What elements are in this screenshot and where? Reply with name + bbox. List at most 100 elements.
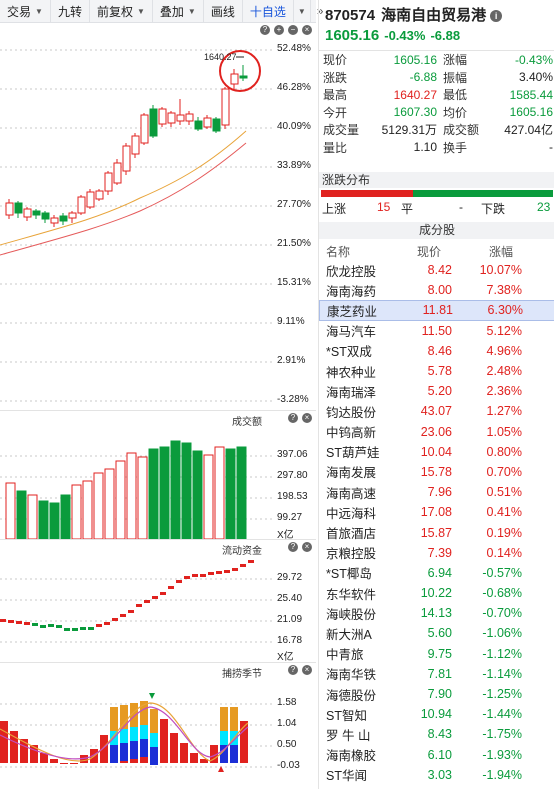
component-change: 0.19% [486, 525, 522, 540]
component-name: *ST椰岛 [326, 567, 372, 582]
settings-icon[interactable]: ? [288, 413, 298, 423]
highlight-circle [219, 50, 261, 92]
season-chart [0, 693, 272, 772]
component-row[interactable]: 海南瑞泽 5.20 2.36% [319, 381, 554, 401]
flow-mark [128, 610, 134, 613]
component-row[interactable]: 东华软件 10.22 -0.68% [319, 583, 554, 603]
candle-body [149, 108, 158, 137]
component-row[interactable]: *ST椰岛 6.94 -0.57% [319, 563, 554, 583]
candle-body [50, 217, 59, 224]
component-price: 5.78 [427, 364, 452, 379]
component-row[interactable]: 京粮控股 7.39 0.14% [319, 543, 554, 563]
close-icon[interactable]: × [302, 542, 312, 552]
component-row[interactable]: 康芝药业 11.81 6.30% [319, 300, 554, 321]
col-name[interactable]: 名称 [326, 245, 351, 259]
volume-bar [27, 494, 38, 539]
component-row[interactable]: 海峡股份 14.13 -0.70% [319, 603, 554, 623]
close-icon[interactable]: × [302, 25, 312, 35]
flow-mark [168, 586, 174, 589]
toolbar-item-0[interactable]: 交易 ▼ [0, 0, 51, 22]
y-axis-label: 21.50% [277, 238, 311, 249]
season-panel[interactable]: 捕捞季节 ? × 1.58 1.04 0.50 -0.03 [0, 663, 316, 789]
change-pct: -0.43% [384, 28, 426, 43]
season-title: 捕捞季节 [222, 669, 262, 680]
component-row[interactable]: 海南华铁 7.81 -1.14% [319, 664, 554, 684]
volume-panel[interactable]: 成交额 ? × 397.06 297.80 198.53 99.27 X亿 [0, 411, 316, 541]
component-price: 7.90 [427, 687, 452, 702]
component-row[interactable]: 新大洲A 5.60 -1.06% [319, 623, 554, 643]
col-price[interactable]: 现价 [417, 245, 442, 259]
component-row[interactable]: 中远海科 17.08 0.41% [319, 502, 554, 522]
quote-label: 最低 [443, 88, 468, 103]
col-change[interactable]: 涨幅 [489, 245, 514, 259]
add-watchlist-button[interactable]: 十自选 [243, 0, 294, 22]
kline-panel[interactable]: ? + − × 1640.27 52.48% 46.28% 40.09% 33.89%… [0, 23, 316, 411]
component-change: 0.51% [486, 485, 522, 500]
toolbar-item-1[interactable]: 九转 [51, 0, 90, 22]
quote-label: 均价 [443, 105, 468, 120]
component-row[interactable]: 钧达股份 43.07 1.27% [319, 401, 554, 421]
flow-panel[interactable]: 流动资金 ? × 29.72 25.40 21.09 16.78 X亿 [0, 540, 316, 663]
component-row[interactable]: 海马汽车 11.50 5.12% [319, 321, 554, 341]
component-row[interactable]: ST智知 10.94 -1.44% [319, 704, 554, 724]
season-bar [10, 731, 18, 763]
candle-body [185, 113, 194, 122]
settings-icon[interactable]: ? [288, 665, 298, 675]
component-name: 海德股份 [326, 688, 377, 703]
quote-label: 换手 [443, 140, 468, 155]
component-row[interactable]: 海南发展 15.78 0.70% [319, 462, 554, 482]
current-price: 1605.16 [325, 27, 380, 44]
volume-panel-icons: ? × [288, 413, 312, 423]
quote-label: 成交量 [323, 123, 360, 138]
component-row[interactable]: 海德股份 7.90 -1.25% [319, 684, 554, 704]
toolbar-item-3[interactable]: 叠加 ▼ [153, 0, 204, 22]
settings-icon[interactable]: ? [260, 25, 270, 35]
stock-title: 870574 海南自由贸易港 i [325, 4, 503, 25]
component-name: 神农种业 [326, 365, 377, 380]
more-button[interactable]: » [316, 4, 324, 18]
toolbar-item-4[interactable]: 画线 [204, 0, 243, 22]
season-bar-orange [130, 703, 138, 727]
watchlist-dropdown[interactable]: ▼ [294, 0, 311, 22]
quote-label: 现价 [323, 53, 348, 68]
quote-label: 涨跌 [323, 70, 348, 85]
quote-row: 成交量 5129.31万 成交额 427.04亿 [319, 121, 554, 139]
component-price: 17.08 [420, 505, 452, 520]
component-row[interactable]: 首旅酒店 15.87 0.19% [319, 522, 554, 542]
price-line: 1605.16 -0.43% -6.88 [325, 27, 460, 44]
close-icon[interactable]: × [302, 413, 312, 423]
component-row[interactable]: 中钨高新 23.06 1.05% [319, 422, 554, 442]
flow-mark [88, 627, 94, 630]
season-bar [0, 721, 8, 763]
toolbar-item-2[interactable]: 前复权 ▼ [90, 0, 153, 22]
close-icon[interactable]: × [302, 665, 312, 675]
volume-bar [71, 484, 82, 539]
component-row[interactable]: 神农种业 5.78 2.48% [319, 361, 554, 381]
component-row[interactable]: ST葫芦娃 10.04 0.80% [319, 442, 554, 462]
component-row[interactable]: ST华闻 3.03 -1.94% [319, 765, 554, 785]
zoom-in-icon[interactable]: + [274, 25, 284, 35]
season-bar [160, 719, 168, 763]
flow-mark [112, 618, 118, 621]
component-row[interactable]: 欣龙控股 8.42 10.07% [319, 260, 554, 280]
down-label: 下跌 [481, 202, 506, 216]
component-name: 罗 牛 山 [326, 728, 371, 743]
volume-bar [115, 460, 126, 539]
component-row[interactable]: 罗 牛 山 8.43 -1.75% [319, 724, 554, 744]
volume-bar [192, 450, 203, 539]
component-name: 京粮控股 [326, 547, 377, 562]
flat-label: 平 [401, 202, 414, 216]
down-count: 23 [537, 200, 551, 214]
flow-mark [232, 568, 238, 571]
component-row[interactable]: 中青旅 9.75 -1.12% [319, 644, 554, 664]
quote-label: 振幅 [443, 70, 468, 85]
component-row[interactable]: 海南海药 8.00 7.38% [319, 280, 554, 300]
settings-icon[interactable]: ? [288, 542, 298, 552]
component-row[interactable]: 海南高速 7.96 0.51% [319, 482, 554, 502]
component-change: -0.57% [482, 565, 522, 580]
candle-body [5, 202, 14, 216]
zoom-out-icon[interactable]: − [288, 25, 298, 35]
component-row[interactable]: *ST双成 8.46 4.96% [319, 341, 554, 361]
info-icon[interactable]: i [490, 10, 503, 22]
component-row[interactable]: 海南橡胶 6.10 -1.93% [319, 745, 554, 765]
